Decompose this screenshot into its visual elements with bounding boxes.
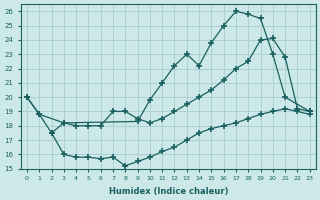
X-axis label: Humidex (Indice chaleur): Humidex (Indice chaleur) [108, 187, 228, 196]
